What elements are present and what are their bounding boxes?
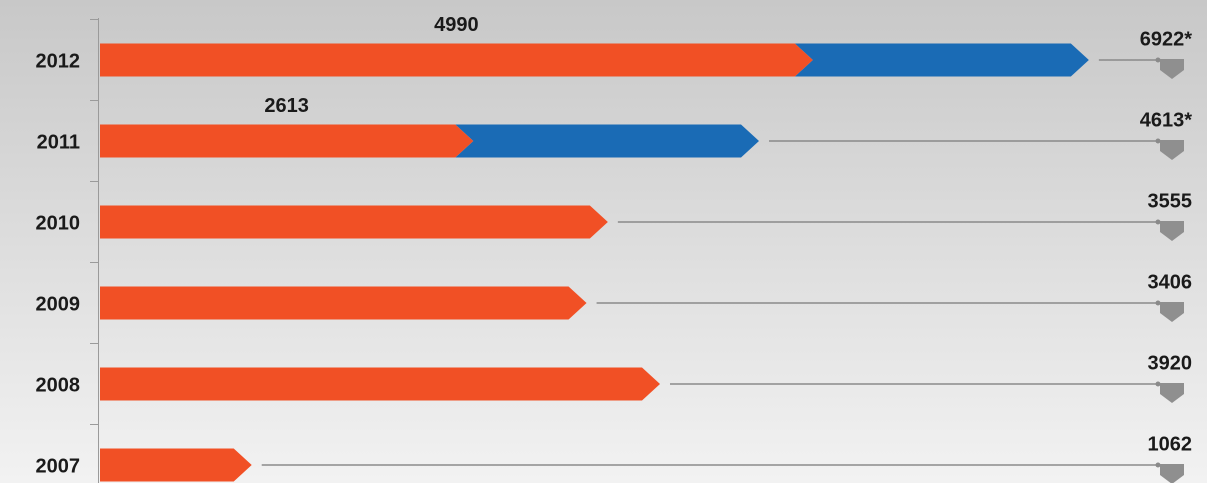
bar-segment [100,367,660,401]
y-tick-label: 2008 [36,374,81,396]
total-marker [1160,221,1184,241]
bar-segment [794,43,1089,77]
y-tick-label: 2009 [36,293,81,315]
total-label: 3555 [1148,190,1193,212]
total-marker [1160,302,1184,322]
leader-dot [1155,138,1161,144]
y-tick-label: 2012 [36,50,81,72]
leader-dot [1155,219,1161,225]
total-label: 4613* [1140,109,1192,131]
bar-segment [100,448,252,482]
total-marker [1160,59,1184,79]
total-label: 3406 [1148,271,1193,293]
segment-label: 4990 [434,14,479,36]
total-label: 6922* [1140,28,1192,50]
segment-label: 2613 [264,95,309,117]
total-marker [1160,464,1184,483]
total-label: 3920 [1148,352,1193,374]
bar-segment [100,286,587,320]
leader-dot [1155,300,1161,306]
y-tick-label: 2011 [37,131,80,153]
total-marker [1160,383,1184,403]
bar-segment [455,124,759,158]
leader-dot [1155,381,1161,387]
bar-segment [100,205,608,239]
bar-segment [100,43,813,77]
y-tick-label: 2007 [36,455,81,477]
total-label: 1062 [1148,433,1193,455]
total-marker [1160,140,1184,160]
bar-segment [100,124,474,158]
leader-dot [1155,57,1161,63]
leader-dot [1155,462,1161,468]
y-tick-label: 2010 [36,212,81,234]
